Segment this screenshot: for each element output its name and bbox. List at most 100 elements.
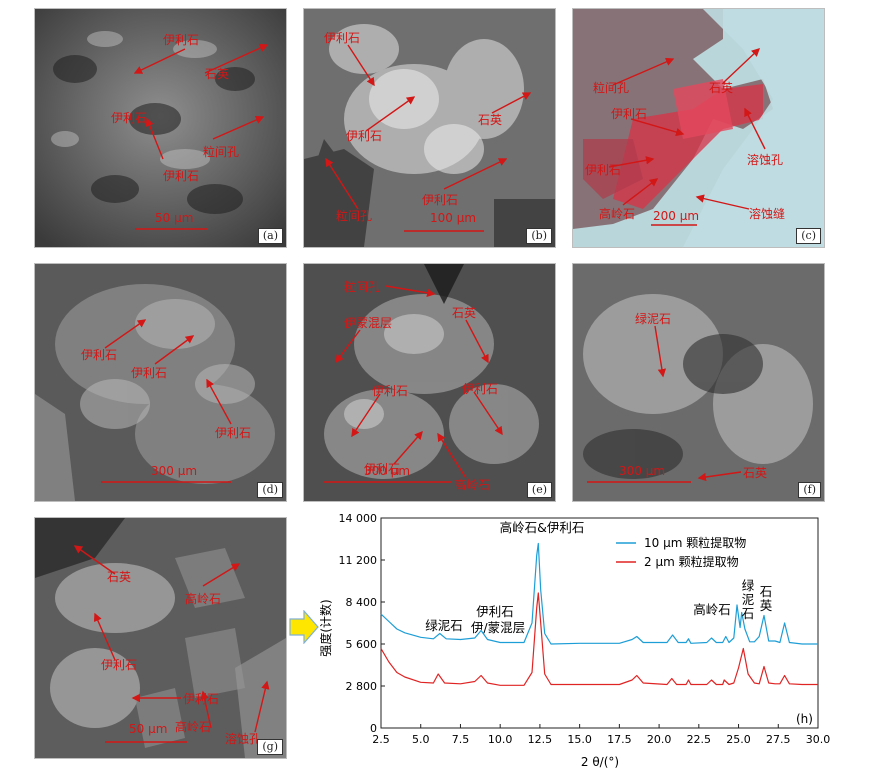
sem-panel-e: 粒间孔 石英 伊蒙混层 伊利石 伊利石 伊利石 高岭石 300 μm (e) <box>303 263 556 502</box>
micrograph-image-c <box>573 9 824 247</box>
y-tick-label: 5 600 <box>346 638 378 651</box>
sem-panel-g: 石英 高岭石 伊利石 伊利石 高岭石 溶蚀孔 50 μm (g) <box>34 517 287 759</box>
y-axis-label: 强度(计数) <box>320 599 333 656</box>
label-g-2: 高岭石 <box>185 592 222 606</box>
legend-label-2um: 2 μm 颗粒提取物 <box>644 554 739 569</box>
x-tick-labels: 2.5 5.0 7.5 10.0 12.5 15.0 17.5 20.0 22.5 25.0 27.… <box>372 733 830 746</box>
label-d-3: 伊利石 <box>215 426 252 440</box>
label-b-1: 伊利石 <box>324 31 361 45</box>
series-line-2um <box>380 592 818 686</box>
sem-panel-d: 伊利石 伊利石 伊利石 300 μm (d) <box>34 263 287 502</box>
y-tick-label: 0 <box>370 722 377 735</box>
label-c-6: 高岭石 <box>599 207 636 221</box>
sem-panel-a: 伊利石 石英 伊利石 粒间孔 伊利石 50 μm (a) <box>34 8 287 248</box>
label-b-5: 粒间孔 <box>336 209 373 223</box>
annotation-arrows-a <box>133 44 269 230</box>
label-f-2: 石英 <box>743 466 768 480</box>
panel-tag-d: (d) <box>257 482 283 498</box>
label-a-3: 伊利石 <box>111 111 148 125</box>
sem-image-e <box>304 264 555 501</box>
y-tick-label: 2 800 <box>346 680 378 693</box>
label-a-5: 伊利石 <box>163 169 200 183</box>
annotation-kaolinite-2: 高岭石 <box>693 602 731 617</box>
annotation-illite: 伊利石 <box>476 604 514 619</box>
x-tick-label: 17.5 <box>607 733 632 746</box>
sem-image-b <box>304 9 555 247</box>
label-f-1: 绿泥石 <box>635 312 672 326</box>
sem-panel-b: 伊利石 伊利石 石英 伊利石 粒间孔 100 μm (b) <box>303 8 556 248</box>
x-tick-label: 15.0 <box>567 733 592 746</box>
scale-bar-b: 100 μm <box>430 211 477 225</box>
x-tick-label: 2.5 <box>372 733 390 746</box>
annotation-arrows-f <box>587 325 742 483</box>
label-c-7: 溶蚀缝 <box>749 207 786 221</box>
chart-series <box>380 542 818 686</box>
sem-image-f <box>573 264 824 501</box>
x-tick-label: 27.5 <box>766 733 791 746</box>
label-c-4: 溶蚀孔 <box>747 153 784 167</box>
label-g-3: 伊利石 <box>101 658 138 672</box>
xrd-chart: 0 2 800 5 600 8 400 11 200 14 000 2.5 5.0 7.5 10… <box>320 512 830 769</box>
label-e-3: 伊蒙混层 <box>344 316 393 330</box>
label-b-2: 伊利石 <box>346 129 383 143</box>
yellow-right-arrow-icon <box>289 610 319 644</box>
label-e-4: 伊利石 <box>372 384 409 398</box>
y-tick-label: 11 200 <box>339 554 378 567</box>
y-tick-label: 8 400 <box>346 596 378 609</box>
label-e-6: 伊利石 <box>364 462 401 476</box>
annotation-arrows-d <box>101 319 232 483</box>
legend-label-10um: 10 μm 颗粒提取物 <box>644 535 746 550</box>
y-tick-label: 14 000 <box>339 512 378 525</box>
panel-tag-e: (e) <box>526 482 552 498</box>
annotation-arrows-e <box>324 285 503 483</box>
micrograph-panel-c: 粒间孔 石英 伊利石 溶蚀孔 伊利石 高岭石 溶蚀缝 200 μm (c) <box>572 8 825 248</box>
x-tick-label: 10.0 <box>488 733 513 746</box>
legend: 10 μm 颗粒提取物 2 μm 颗粒提取物 <box>616 535 746 569</box>
label-e-5: 伊利石 <box>462 382 499 396</box>
label-c-2: 石英 <box>709 81 734 95</box>
annotation-arrows-c <box>608 48 766 226</box>
scale-bar-a: 50 μm <box>155 211 194 225</box>
annotation-chlorite-2b: 泥 <box>742 592 755 607</box>
label-e-7: 高岭石 <box>454 478 491 492</box>
scale-bar-g: 50 μm <box>129 722 168 736</box>
annotation-chlorite-1: 绿泥石 <box>425 618 463 633</box>
x-tick-label: 7.5 <box>452 733 470 746</box>
x-tick-label: 5.0 <box>412 733 430 746</box>
label-b-4: 伊利石 <box>422 193 459 207</box>
series-line-10um <box>380 542 818 645</box>
sem-image-g <box>35 518 286 758</box>
annotation-illite-smectite: 伊/蒙混层 <box>471 620 525 635</box>
scale-bar-c: 200 μm <box>653 209 700 223</box>
sem-image-d <box>35 264 286 501</box>
label-a-4: 粒间孔 <box>203 145 240 159</box>
y-tick-labels: 0 2 800 5 600 8 400 11 200 14 000 <box>339 512 378 735</box>
scale-bar-d: 300 μm <box>151 464 198 478</box>
annotation-chlorite-2c: 石 <box>742 606 755 621</box>
label-e-1: 粒间孔 <box>344 280 381 294</box>
annotation-arrows-g <box>73 545 270 743</box>
chart-axes <box>380 517 819 729</box>
label-d-2: 伊利石 <box>131 366 168 380</box>
x-tick-label: 12.5 <box>528 733 553 746</box>
scale-bar-f: 300 μm <box>619 464 666 478</box>
panel-tag-g: (g) <box>257 739 283 755</box>
label-c-1: 粒间孔 <box>593 81 630 95</box>
label-g-1: 石英 <box>107 570 132 584</box>
x-tick-label: 30.0 <box>806 733 831 746</box>
label-g-5: 高岭石 <box>175 720 212 734</box>
x-axis-label: 2 θ/(°) <box>581 755 619 769</box>
x-tick-label: 20.0 <box>647 733 672 746</box>
panel-tag-h: (h) <box>796 712 813 726</box>
label-c-3: 伊利石 <box>611 107 648 121</box>
label-d-1: 伊利石 <box>81 348 118 362</box>
panel-tag-a: (a) <box>257 228 283 244</box>
annotation-quartz-a: 石 <box>760 584 773 599</box>
label-a-1: 伊利石 <box>163 33 200 47</box>
panel-tag-c: (c) <box>796 228 821 244</box>
sem-image-a <box>35 9 286 247</box>
x-tick-label: 22.5 <box>687 733 712 746</box>
label-b-3: 石英 <box>478 113 503 127</box>
panel-tag-b: (b) <box>526 228 552 244</box>
annotation-quartz-b: 英 <box>760 598 773 613</box>
